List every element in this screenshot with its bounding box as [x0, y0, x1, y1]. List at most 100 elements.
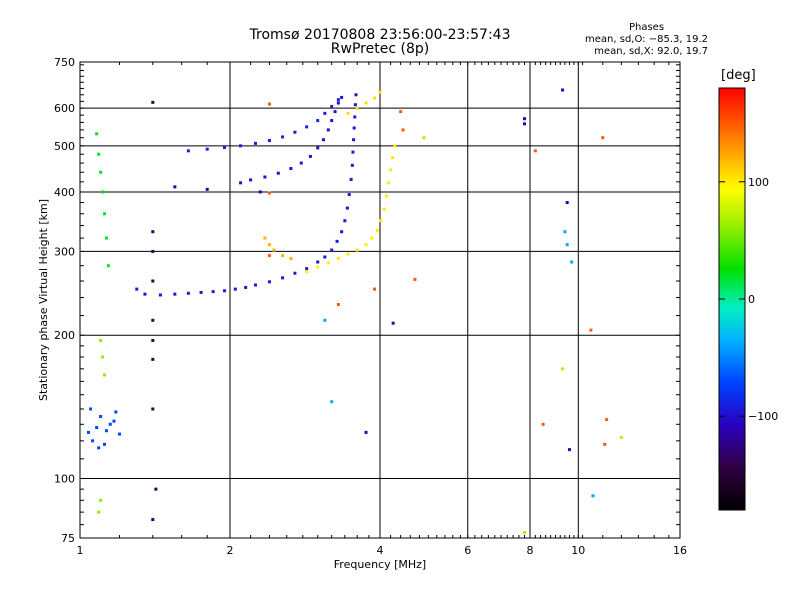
data-point: [99, 414, 103, 418]
data-point: [565, 201, 569, 205]
data-point: [541, 422, 545, 426]
data-point: [389, 168, 393, 172]
data-point: [249, 178, 253, 182]
scatter-points: [86, 88, 623, 535]
y-tick-label: 100: [54, 473, 75, 486]
data-point: [352, 126, 356, 130]
data-point: [253, 141, 257, 145]
y-tick-label: 500: [54, 140, 75, 153]
data-point: [151, 249, 155, 253]
x-tick-label: 8: [527, 544, 534, 557]
data-point: [370, 236, 374, 240]
x-tick-label: 10: [571, 544, 585, 557]
data-point: [86, 430, 90, 434]
data-point: [233, 287, 237, 291]
data-point: [205, 187, 209, 191]
data-point: [333, 110, 337, 114]
data-point: [347, 193, 351, 197]
data-point: [565, 243, 569, 247]
data-point: [323, 318, 327, 322]
data-point: [567, 448, 571, 452]
data-point: [289, 167, 293, 171]
data-point: [323, 111, 327, 115]
phase-o-line: mean, sd,O: −85.3, 19.2: [585, 34, 708, 45]
data-point: [305, 125, 309, 129]
data-point: [151, 407, 155, 411]
axis-ticks: [79, 62, 680, 538]
y-tick-label: 200: [54, 329, 75, 342]
data-point: [570, 260, 574, 264]
data-point: [364, 430, 368, 434]
data-point: [354, 93, 358, 97]
y-tick-label: 300: [54, 245, 75, 258]
data-point: [391, 156, 395, 160]
data-point: [561, 88, 565, 92]
data-point: [95, 132, 99, 136]
data-point: [351, 150, 355, 154]
colorbar-tick-label: 0: [748, 293, 755, 306]
data-point: [151, 279, 155, 283]
data-point: [103, 442, 107, 446]
data-point: [373, 287, 377, 291]
data-point: [267, 243, 271, 247]
data-point: [173, 185, 177, 189]
data-point: [335, 239, 339, 243]
data-point: [103, 373, 107, 377]
data-point: [244, 285, 248, 289]
data-point: [340, 230, 344, 234]
data-point: [117, 432, 121, 436]
data-point: [223, 145, 227, 149]
y-axis-label: Stationary phase Virtual Height [km]: [37, 199, 50, 401]
data-point: [103, 212, 107, 216]
data-point: [355, 106, 359, 110]
data-point: [97, 152, 101, 156]
data-point: [151, 100, 155, 104]
data-point: [143, 292, 147, 296]
phase-x-line: mean, sd,X: 92.0, 19.7: [594, 46, 708, 57]
y-tick-label: 750: [54, 56, 75, 69]
data-point: [99, 498, 103, 502]
data-point: [391, 321, 395, 325]
data-point: [272, 248, 276, 252]
data-point: [305, 270, 309, 274]
x-tick-label: 1: [77, 544, 84, 557]
data-point: [589, 328, 593, 332]
data-point: [316, 260, 320, 264]
data-point: [151, 318, 155, 322]
data-point: [95, 425, 99, 429]
data-point: [267, 280, 271, 284]
grid-lines: [80, 62, 680, 538]
data-point: [158, 293, 162, 297]
data-point: [422, 136, 426, 140]
data-point: [349, 177, 353, 181]
data-point: [97, 510, 101, 514]
data-point: [253, 283, 257, 287]
data-point: [211, 290, 215, 294]
data-point: [382, 207, 386, 211]
data-point: [352, 138, 356, 142]
data-point: [267, 254, 271, 258]
data-point: [386, 181, 390, 185]
x-tick-label: 16: [673, 544, 687, 557]
data-point: [330, 400, 334, 404]
data-point: [112, 419, 116, 423]
data-point: [378, 90, 382, 94]
colorbar-ticks: 100 0 −100: [719, 176, 778, 423]
x-tick-label: 4: [377, 544, 384, 557]
data-point: [154, 487, 158, 491]
data-point: [104, 429, 108, 433]
data-point: [326, 128, 330, 132]
data-point: [603, 442, 607, 446]
data-point: [345, 206, 349, 210]
data-point: [173, 292, 177, 296]
data-point: [316, 265, 320, 269]
colorbar-tick-label: −100: [748, 410, 778, 423]
chart-subtitle: RwPretec (8p): [330, 41, 430, 57]
data-point: [263, 236, 267, 240]
data-point: [364, 243, 368, 247]
phase-header: Phases: [628, 22, 665, 33]
data-point: [353, 115, 357, 119]
data-point: [106, 264, 110, 268]
data-point: [289, 256, 293, 260]
data-point: [323, 255, 327, 259]
